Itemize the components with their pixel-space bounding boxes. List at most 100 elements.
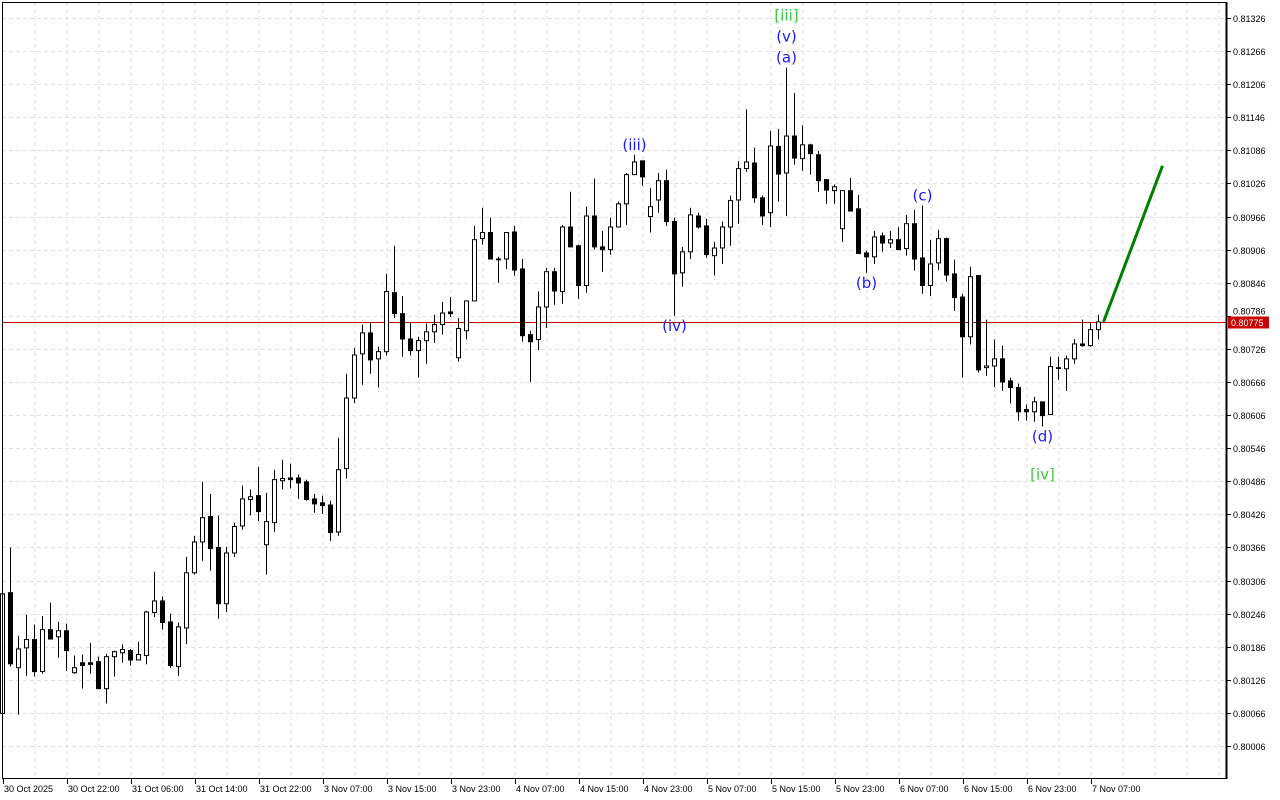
candle-body-bearish — [568, 226, 573, 248]
candle — [520, 259, 525, 342]
candle-body-bearish — [8, 592, 13, 665]
candle — [880, 232, 885, 252]
candle-body-bullish — [872, 236, 877, 258]
candle — [200, 481, 205, 561]
candle — [536, 291, 541, 351]
candle-body-bullish — [904, 223, 909, 250]
candle — [264, 492, 269, 575]
candle — [368, 321, 373, 374]
candle-body-bearish — [392, 292, 397, 315]
candle — [968, 266, 973, 345]
x-tick-label: 31 Oct 22:00 — [260, 784, 312, 794]
candle — [856, 195, 861, 254]
candle — [656, 172, 661, 213]
candle-body-bearish — [288, 477, 293, 481]
y-tick-label: 0.80606 — [1233, 411, 1266, 421]
candle-body-bearish — [944, 238, 949, 276]
candle-body-bullish — [144, 611, 149, 657]
y-tick-label: 0.80306 — [1233, 577, 1266, 587]
candle-body-bearish — [592, 215, 597, 248]
candle-body-bullish — [984, 365, 989, 369]
candle — [760, 195, 765, 225]
x-tick-label: 5 Nov 15:00 — [772, 784, 821, 794]
candle-body-bullish — [264, 521, 269, 546]
x-tick-label: 6 Nov 23:00 — [1028, 784, 1077, 794]
wave-label: (v) — [776, 28, 797, 46]
candle — [440, 302, 445, 335]
candle-body-bullish — [800, 144, 805, 160]
candle-body-bullish — [992, 358, 997, 367]
candle-body-bearish — [896, 239, 901, 251]
candle-body-bullish — [16, 648, 21, 669]
candle — [560, 224, 565, 304]
candle-body-bearish — [952, 273, 957, 299]
candle-body-bullish — [648, 206, 653, 218]
candle — [744, 109, 749, 172]
candle — [352, 347, 357, 403]
candle-body-bearish — [856, 208, 861, 254]
candle — [1048, 356, 1053, 416]
candle — [904, 214, 909, 256]
x-tick-label: 4 Nov 15:00 — [580, 784, 629, 794]
y-tick-label: 0.80366 — [1233, 543, 1266, 553]
candle — [472, 225, 477, 302]
candle-body-bearish — [1024, 409, 1029, 413]
candle-body-bullish — [1064, 358, 1069, 370]
candle-body-bearish — [776, 146, 781, 175]
candle-body-bullish — [24, 639, 29, 649]
candle — [416, 336, 421, 378]
candle — [696, 212, 701, 229]
candle-body-bearish — [912, 223, 917, 260]
grid — [2, 2, 1226, 778]
candle — [1008, 377, 1013, 404]
candle — [40, 615, 45, 674]
y-tick-label: 0.80546 — [1233, 444, 1266, 454]
candle — [928, 239, 933, 296]
candle — [96, 656, 101, 690]
plot-area[interactable] — [2, 2, 1226, 778]
candle-body-bearish — [312, 498, 317, 505]
candle-body-bullish — [120, 648, 125, 654]
candle — [648, 187, 653, 233]
candle-body-bullish — [784, 135, 789, 174]
candle — [120, 644, 125, 663]
candle-body-bearish — [664, 180, 669, 223]
candle — [584, 206, 589, 293]
candle — [1040, 401, 1045, 427]
candle-body-bearish — [960, 296, 965, 338]
candle-body-bearish — [752, 162, 757, 199]
candle-body-bullish — [736, 168, 741, 201]
candle — [976, 275, 981, 373]
candle-body-bearish — [824, 179, 829, 191]
candle — [1072, 338, 1077, 364]
candle-body-bullish — [1032, 401, 1037, 413]
candle — [1024, 404, 1029, 421]
candle-body-bearish — [160, 600, 165, 623]
candle — [72, 655, 77, 674]
candle — [984, 319, 989, 376]
candle-body-bearish — [328, 504, 333, 534]
wave-label: [iii] — [774, 7, 798, 25]
candle-body-bearish — [576, 245, 581, 286]
candle — [8, 547, 13, 667]
candle-body-bullish — [280, 478, 285, 482]
wave-label: (iii) — [622, 136, 646, 154]
candle — [912, 209, 917, 271]
candle-body-bearish — [488, 232, 493, 260]
candle — [944, 237, 949, 282]
candle-body-bearish — [88, 662, 93, 665]
candle — [176, 622, 181, 676]
candle-body-bullish — [840, 190, 845, 230]
candle-body-bearish — [304, 481, 309, 500]
candle — [288, 463, 293, 489]
candle-body-bearish — [400, 313, 405, 340]
candle — [336, 437, 341, 536]
candle — [136, 641, 141, 661]
candle-body-bullish — [712, 247, 717, 257]
candle-body-bearish — [672, 221, 677, 275]
candle-body-bearish — [256, 495, 261, 513]
candle-body-bullish — [1096, 321, 1101, 331]
candle-body-bullish — [192, 541, 197, 574]
candle-body-bullish — [1056, 367, 1061, 369]
